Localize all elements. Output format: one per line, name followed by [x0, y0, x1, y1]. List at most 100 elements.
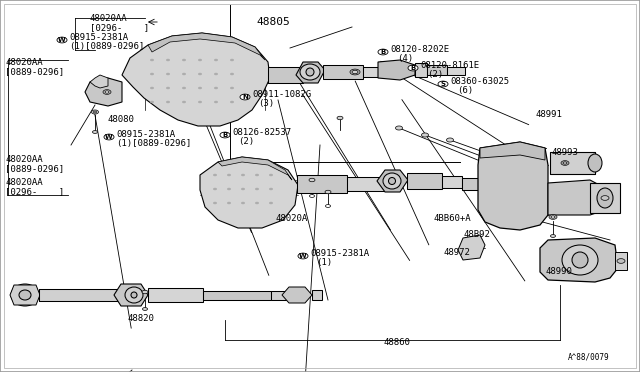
Circle shape — [240, 94, 250, 100]
Circle shape — [93, 131, 97, 134]
Circle shape — [447, 138, 454, 142]
Text: 48020AA: 48020AA — [90, 14, 127, 23]
Circle shape — [563, 162, 567, 164]
Bar — [312, 290, 322, 300]
Bar — [347, 177, 385, 191]
Text: [0889-0296]: [0889-0296] — [5, 67, 64, 76]
Text: 48020AA: 48020AA — [5, 178, 43, 187]
Circle shape — [143, 308, 147, 311]
Circle shape — [103, 90, 111, 94]
Bar — [297, 175, 347, 193]
Text: [0889-0296]: [0889-0296] — [5, 164, 64, 173]
Ellipse shape — [19, 290, 31, 300]
Circle shape — [549, 215, 557, 219]
Circle shape — [310, 195, 314, 198]
Circle shape — [255, 188, 259, 190]
Circle shape — [198, 101, 202, 103]
Text: (2): (2) — [427, 70, 443, 79]
Text: 08915-2381A: 08915-2381A — [310, 249, 369, 258]
Circle shape — [396, 126, 403, 130]
Circle shape — [241, 174, 244, 176]
Text: (2): (2) — [238, 137, 254, 146]
Bar — [550, 152, 595, 174]
Circle shape — [150, 101, 154, 103]
Circle shape — [104, 134, 114, 140]
Text: (4): (4) — [397, 54, 413, 63]
Text: 08911-1082G: 08911-1082G — [252, 90, 311, 99]
Circle shape — [230, 59, 234, 61]
Polygon shape — [282, 287, 312, 303]
Text: 08120-8161E: 08120-8161E — [420, 61, 479, 70]
Circle shape — [269, 188, 273, 190]
Polygon shape — [90, 75, 108, 88]
Circle shape — [241, 202, 244, 204]
Circle shape — [352, 70, 358, 74]
Circle shape — [337, 116, 343, 120]
Polygon shape — [85, 78, 122, 106]
Circle shape — [92, 110, 99, 114]
Circle shape — [198, 59, 202, 61]
Bar — [268, 67, 303, 83]
Bar — [363, 67, 378, 77]
Circle shape — [198, 73, 202, 75]
Polygon shape — [296, 62, 325, 83]
Polygon shape — [458, 235, 485, 260]
Text: A^88/0079: A^88/0079 — [568, 352, 610, 361]
Ellipse shape — [11, 284, 39, 306]
Circle shape — [214, 87, 218, 89]
Circle shape — [150, 73, 154, 75]
Circle shape — [617, 259, 625, 263]
Polygon shape — [548, 180, 605, 215]
Circle shape — [255, 174, 259, 176]
Circle shape — [142, 290, 148, 294]
Ellipse shape — [562, 245, 598, 275]
Circle shape — [230, 73, 234, 75]
Ellipse shape — [306, 68, 314, 76]
Polygon shape — [122, 33, 270, 126]
Text: (1)[0889-0296]: (1)[0889-0296] — [69, 42, 144, 51]
Text: 48805: 48805 — [256, 17, 290, 27]
Circle shape — [241, 188, 244, 190]
Text: W: W — [58, 37, 66, 43]
Text: B: B — [380, 49, 386, 55]
Text: S: S — [440, 81, 445, 87]
Circle shape — [227, 174, 230, 176]
Ellipse shape — [131, 292, 137, 298]
Text: (3): (3) — [258, 99, 274, 108]
Circle shape — [227, 202, 230, 204]
Ellipse shape — [572, 252, 588, 268]
Circle shape — [269, 202, 273, 204]
Text: 48080: 48080 — [108, 115, 135, 124]
Polygon shape — [200, 157, 298, 228]
Bar — [148, 288, 203, 302]
Circle shape — [378, 49, 388, 55]
Circle shape — [309, 178, 315, 182]
Circle shape — [214, 188, 216, 190]
Circle shape — [105, 91, 109, 93]
Bar — [590, 183, 620, 213]
Circle shape — [227, 188, 230, 190]
Circle shape — [230, 87, 234, 89]
Text: 48991: 48991 — [536, 110, 563, 119]
Bar — [271, 291, 289, 300]
Circle shape — [601, 196, 609, 201]
Circle shape — [150, 59, 154, 61]
Circle shape — [438, 81, 448, 87]
Polygon shape — [540, 238, 618, 282]
Circle shape — [182, 87, 186, 89]
Text: (1)[0889-0296]: (1)[0889-0296] — [116, 139, 191, 148]
Text: B: B — [222, 132, 228, 138]
Ellipse shape — [388, 177, 396, 185]
Circle shape — [422, 133, 429, 137]
Circle shape — [325, 190, 331, 194]
Text: [0296-    ]: [0296- ] — [90, 23, 149, 32]
Bar — [442, 176, 462, 188]
Bar — [415, 63, 427, 77]
Text: W: W — [299, 253, 307, 259]
Circle shape — [214, 73, 218, 75]
Text: 08915-2381A: 08915-2381A — [116, 130, 175, 139]
Text: 48990: 48990 — [545, 267, 572, 276]
Circle shape — [214, 59, 218, 61]
Circle shape — [255, 202, 259, 204]
Text: 48820: 48820 — [128, 314, 155, 323]
